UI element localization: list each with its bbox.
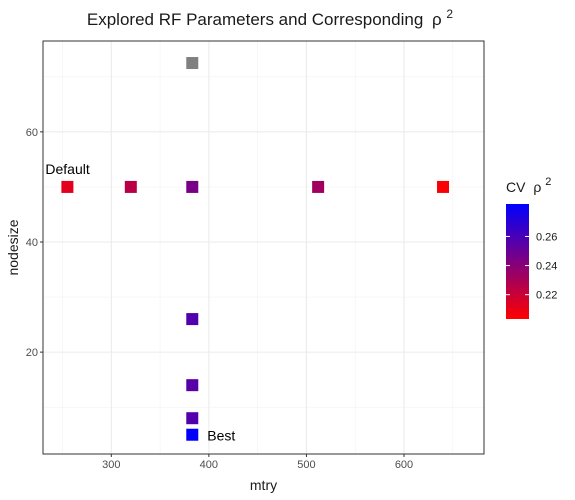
x-tick-label-0: 300	[102, 459, 120, 471]
legend-title: CV ρ 2	[506, 176, 551, 195]
panel-border	[42, 40, 485, 455]
legend-tick-label-0: 0.22	[536, 290, 557, 302]
x-tick-label-2: 500	[297, 459, 315, 471]
chart-title-symbol: ρ	[432, 10, 442, 29]
legend-tick-label-2: 0.26	[536, 231, 557, 243]
annotation-best: Best	[207, 428, 235, 444]
grid-lines	[43, 41, 484, 454]
panel-background	[43, 41, 484, 454]
chart-title-text: Explored RF Parameters and Corresponding	[87, 10, 423, 29]
legend-title-text: CV	[506, 179, 526, 195]
y-axis-label: nodesize	[5, 219, 21, 275]
point-0	[61, 180, 74, 193]
y-tick-label-2: 60	[26, 127, 38, 139]
chart-title-superscript: 2	[446, 7, 453, 21]
y-tick-label-0: 20	[26, 347, 38, 359]
legend-colorbar	[506, 204, 529, 319]
x-tick-label-1: 400	[200, 459, 218, 471]
legend-title-superscript: 2	[545, 176, 551, 188]
point-7	[186, 412, 199, 425]
data-points	[61, 57, 450, 441]
x-axis: 300 400 500 600	[102, 454, 413, 471]
y-axis: 20 40 60	[26, 127, 43, 359]
point-6	[186, 379, 199, 392]
point-1	[124, 180, 137, 193]
point-8	[186, 428, 199, 441]
legend-title-symbol: ρ	[533, 179, 541, 195]
legend: CV ρ 2 0.22 0.24 0.26	[506, 176, 557, 319]
point-9	[186, 57, 199, 70]
point-4	[437, 180, 450, 193]
x-axis-label: mtry	[250, 477, 277, 493]
y-tick-label-1: 40	[26, 237, 38, 249]
annotation-default: Default	[45, 161, 89, 177]
point-5	[186, 313, 199, 326]
point-3	[312, 180, 325, 193]
annotations: Default Best	[45, 161, 235, 444]
legend-ticks: 0.22 0.24 0.26	[506, 231, 557, 302]
plot-panel: Default Best	[42, 40, 485, 455]
point-2	[186, 180, 199, 193]
chart-title: Explored RF Parameters and Corresponding…	[87, 7, 454, 29]
x-tick-label-3: 600	[395, 459, 413, 471]
legend-tick-label-1: 0.24	[536, 261, 557, 273]
